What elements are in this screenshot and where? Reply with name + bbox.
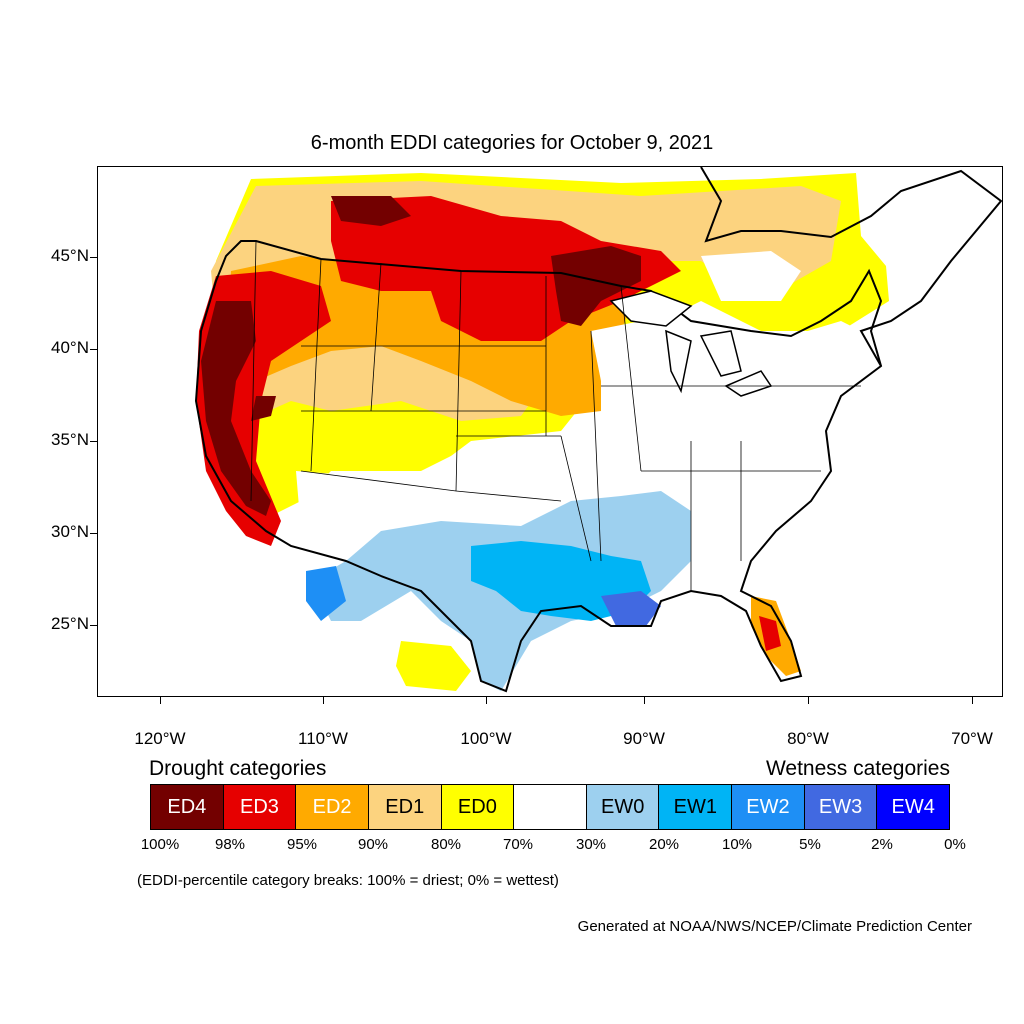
pct-break: 2% <box>871 836 893 853</box>
region-ew2 <box>306 566 346 621</box>
legend-box-ed1: ED1 <box>368 785 442 829</box>
lon-tick-120 <box>160 697 161 704</box>
pct-break: 0% <box>944 836 966 853</box>
region-ed4-north <box>331 196 411 226</box>
lon-tick-70 <box>972 697 973 704</box>
region-neutral-northeast <box>721 321 881 431</box>
pct-break: 95% <box>286 836 318 853</box>
region-ed4-west <box>201 301 271 516</box>
legend-box-ed3: ED3 <box>223 785 297 829</box>
region-florida-ed3 <box>759 616 781 651</box>
map-title: 6-month EDDI categories for October 9, 2… <box>310 132 714 154</box>
map-canvas <box>194 167 1002 693</box>
pct-break: 5% <box>799 836 821 853</box>
lat-tick-35 <box>90 441 97 442</box>
pct-break: 30% <box>575 836 607 853</box>
credit-line: Generated at NOAA/NWS/NCEP/Climate Predi… <box>577 918 972 935</box>
pct-break: 100% <box>140 836 180 853</box>
lon-label-120: 120°W <box>134 729 186 748</box>
legend-box-ew0: EW0 <box>586 785 660 829</box>
category-note: (EDDI-percentile category breaks: 100% =… <box>137 872 559 889</box>
eddi-map <box>97 166 1003 697</box>
pct-break: 80% <box>430 836 462 853</box>
lon-label-80: 80°W <box>787 729 829 748</box>
lon-label-90: 90°W <box>623 729 665 748</box>
region-mexico-ed0 <box>396 641 471 691</box>
legend-bar: ED4 ED3 ED2 ED1 ED0 EW0 EW1 EW2 EW3 EW4 <box>150 784 950 830</box>
us-outline <box>194 240 883 693</box>
drought-heading: Drought categories <box>149 757 327 780</box>
region-ew3 <box>601 591 661 626</box>
pct-break: 10% <box>721 836 753 853</box>
lon-label-110: 110°W <box>298 729 348 748</box>
pct-break: 70% <box>502 836 534 853</box>
lon-tick-90 <box>644 697 645 704</box>
pct-break: 90% <box>357 836 389 853</box>
lat-tick-30 <box>90 533 97 534</box>
great-lakes-outline <box>609 290 773 397</box>
pct-break: 98% <box>214 836 246 853</box>
lon-label-70: 70°W <box>951 729 993 748</box>
lon-tick-110 <box>323 697 324 704</box>
region-ed4-ca-south <box>251 396 276 421</box>
legend-box-ew4: EW4 <box>877 785 950 829</box>
wetness-heading: Wetness categories <box>765 757 950 780</box>
legend-box-ed0: ED0 <box>441 785 515 829</box>
lon-tick-80 <box>808 697 809 704</box>
lat-label-25: 25°N <box>51 614 89 633</box>
lat-label-35: 35°N <box>51 430 89 449</box>
lat-tick-40 <box>90 349 97 350</box>
legend-box-ed4: ED4 <box>151 785 224 829</box>
pct-break: 20% <box>648 836 680 853</box>
lat-label-45: 45°N <box>51 246 89 265</box>
lat-label-40: 40°N <box>51 338 89 357</box>
canada-coast <box>700 167 1002 367</box>
region-neutral-great-lakes <box>591 321 721 411</box>
lon-label-100: 100°W <box>460 729 512 748</box>
lat-tick-45 <box>90 257 97 258</box>
state-lines <box>250 240 861 591</box>
region-neutral-canada <box>701 251 801 301</box>
lat-label-30: 30°N <box>51 522 89 541</box>
legend-box-ew1: EW1 <box>659 785 733 829</box>
legend-box-neutral <box>514 785 587 829</box>
lat-tick-25 <box>90 625 97 626</box>
region-ed4-dakota <box>551 246 641 326</box>
legend-box-ew3: EW3 <box>804 785 878 829</box>
legend-box-ew2: EW2 <box>732 785 805 829</box>
lon-tick-100 <box>486 697 487 704</box>
legend-box-ed2: ED2 <box>296 785 369 829</box>
